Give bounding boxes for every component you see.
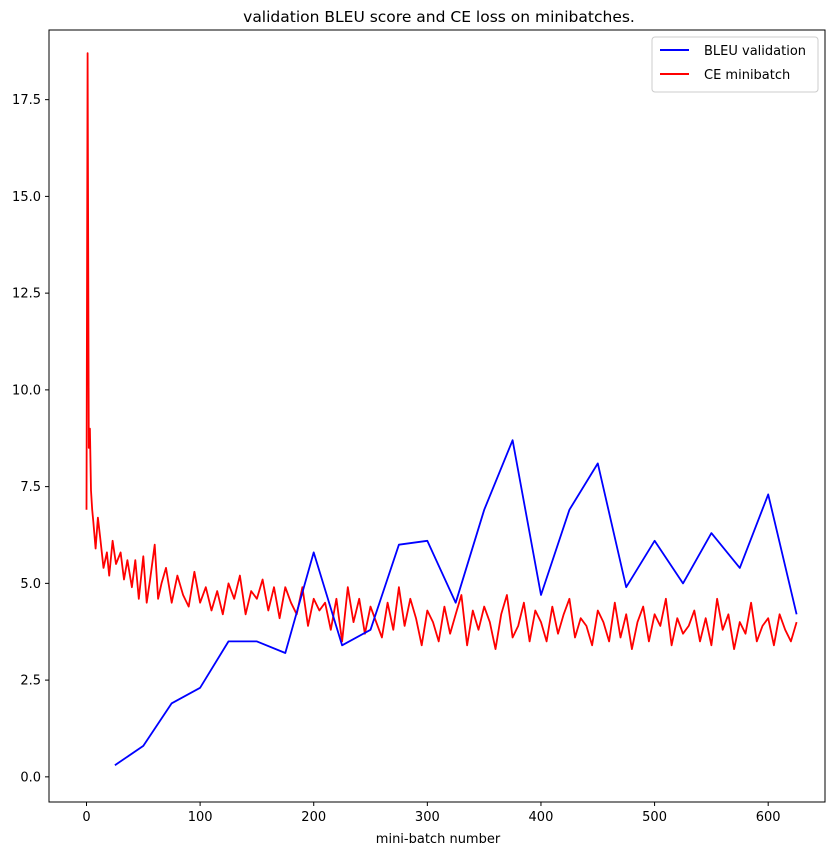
legend: BLEU validation CE minibatch xyxy=(651,36,819,93)
plot-area xyxy=(48,29,826,803)
y-tick-label: 10.0 xyxy=(12,383,41,398)
y-tick-label: 5.0 xyxy=(20,577,41,592)
series-layer xyxy=(85,52,798,766)
x-tick-label: 0 xyxy=(82,810,90,825)
bleu-validation-line xyxy=(114,439,798,766)
legend-label-ce: CE minibatch xyxy=(704,68,790,83)
y-tick-label: 2.5 xyxy=(20,674,41,689)
y-axis: 0.0 2.5 5.0 7.5 10.0 12.5 15.0 17.5 xyxy=(12,93,49,785)
x-tick-label: 300 xyxy=(415,810,440,825)
chart-title: validation BLEU score and CE loss on min… xyxy=(243,8,635,26)
y-tick-label: 15.0 xyxy=(12,190,41,205)
x-tick-label: 600 xyxy=(756,810,781,825)
x-tick-label: 400 xyxy=(529,810,554,825)
x-tick-label: 500 xyxy=(642,810,667,825)
y-tick-label: 12.5 xyxy=(12,287,41,302)
x-tick-label: 200 xyxy=(301,810,326,825)
y-tick-label: 7.5 xyxy=(20,480,41,495)
y-tick-label: 17.5 xyxy=(12,93,41,108)
y-tick-label: 0.0 xyxy=(20,770,41,785)
legend-label-bleu: BLEU validation xyxy=(704,44,806,59)
x-axis: 0 100 200 300 400 500 600 xyxy=(82,802,781,825)
x-tick-label: 100 xyxy=(188,810,213,825)
x-axis-label: mini-batch number xyxy=(376,832,501,847)
ce-minibatch-line xyxy=(85,52,798,650)
legend-box xyxy=(651,36,819,93)
